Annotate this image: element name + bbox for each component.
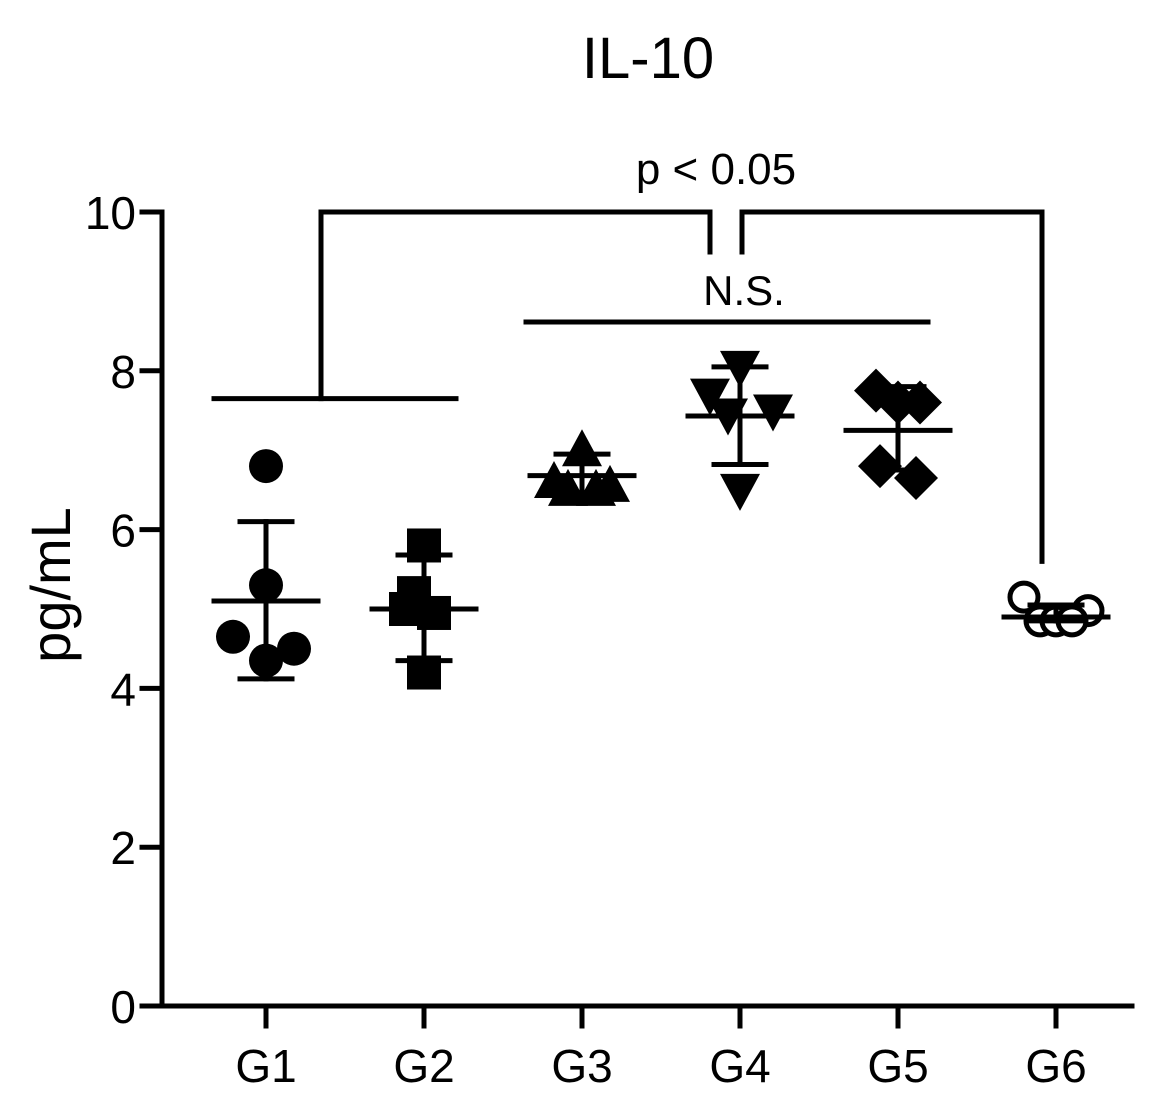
data-point-g1 (277, 631, 311, 666)
x-tick-label-g3: G3 (551, 1040, 612, 1092)
data-point-g1 (249, 449, 283, 484)
x-tick-label-g5: G5 (867, 1040, 928, 1092)
not-significant-label: N.S. (703, 267, 785, 314)
data-point-g1 (216, 619, 250, 654)
significance-annotations: p < 0.05 N.S. (211, 145, 1045, 564)
data-point-g4 (690, 378, 730, 416)
group-g3 (527, 429, 637, 506)
data-point-g5 (894, 455, 938, 500)
y-tick-label: 0 (110, 981, 136, 1033)
x-tick-label-g2: G2 (393, 1040, 454, 1092)
group-g2 (369, 528, 479, 690)
y-axis-label: pg/mL (19, 507, 82, 663)
y-tick-label: 10 (85, 187, 136, 239)
chart-title: IL-10 (582, 26, 714, 91)
data-point-g5 (858, 444, 902, 489)
data-point-g4 (720, 473, 760, 511)
data-point-g3 (562, 429, 602, 467)
y-tick-label: 6 (110, 505, 136, 557)
x-tick-label-g1: G1 (235, 1040, 296, 1092)
data-point-g5 (898, 380, 942, 425)
group-g4 (685, 350, 795, 511)
axes: 0 2 4 6 8 10 G1 G2 G3 G4 G5 G6 (85, 187, 1135, 1092)
data-point-g4 (753, 394, 793, 432)
group-g5 (843, 368, 953, 500)
y-tick-label: 4 (110, 663, 136, 715)
significance-label: p < 0.05 (636, 145, 796, 194)
y-tick-label: 8 (110, 346, 136, 398)
group-g1 (211, 449, 321, 682)
y-tick-label: 2 (110, 822, 136, 874)
data-points (211, 350, 1111, 690)
x-tick-label-g4: G4 (709, 1040, 770, 1092)
data-point-g5 (854, 368, 898, 413)
x-tick-label-g6: G6 (1025, 1040, 1086, 1092)
group-g6 (1001, 580, 1111, 638)
